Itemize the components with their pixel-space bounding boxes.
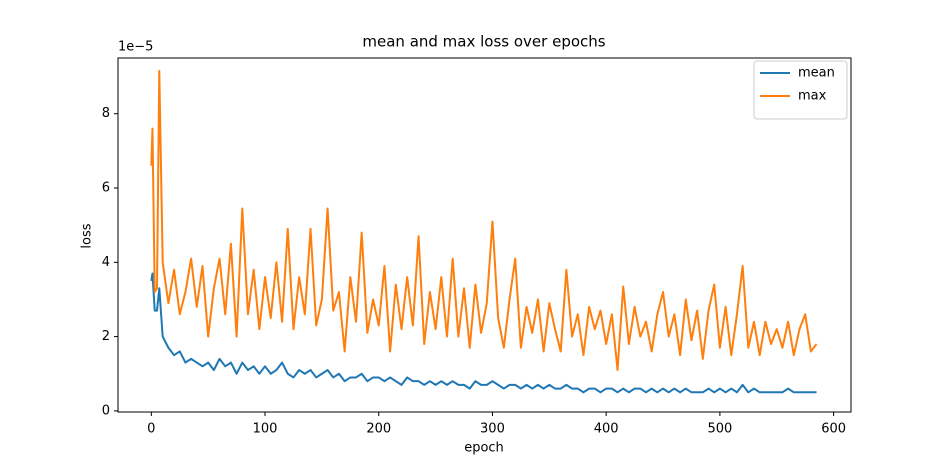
line-mean: [150, 272, 817, 394]
y-tick-label: 2: [102, 329, 110, 344]
x-axis-label: epoch: [464, 441, 504, 456]
line-max: [150, 70, 818, 372]
x-tick-label: 200: [366, 422, 391, 437]
y-offset-label: 1e−5: [118, 40, 153, 55]
legend: mean max: [753, 60, 848, 120]
y-tick-label: 0: [102, 403, 110, 418]
x-tick-label: 100: [253, 422, 278, 437]
y-tick-label: 6: [102, 181, 110, 196]
x-tick-label: 300: [480, 422, 505, 437]
legend-box: [753, 60, 848, 120]
y-tick-label: 8: [102, 106, 110, 121]
legend-label: max: [798, 89, 827, 104]
chart-title: mean and max loss over epochs: [362, 33, 605, 51]
x-tick-label: 400: [594, 422, 619, 437]
y-tick-label: 4: [102, 255, 110, 270]
x-tick-label: 0: [147, 422, 155, 437]
x-tick-label: 500: [707, 422, 732, 437]
y-axis-label: loss: [80, 223, 95, 248]
legend-label: mean: [798, 66, 835, 81]
plot-frame: [117, 57, 852, 413]
x-tick-label: 600: [821, 422, 846, 437]
